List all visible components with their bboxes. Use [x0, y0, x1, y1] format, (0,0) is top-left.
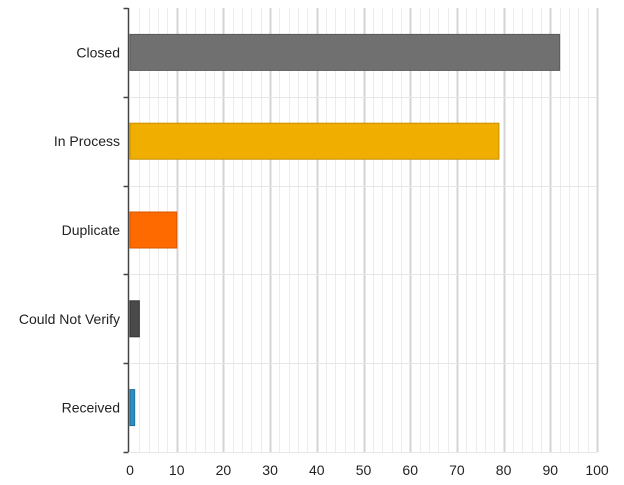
category-label: Received [62, 400, 120, 416]
x-tick-label: 90 [543, 462, 559, 478]
bar-duplicate [129, 211, 178, 249]
x-tick-label: 70 [449, 462, 465, 478]
category-label: Closed [76, 44, 120, 60]
x-tick-labels: 0 10 20 30 40 50 60 70 80 90 100 [126, 462, 609, 478]
bar-received [129, 389, 136, 427]
bar-closed [129, 33, 561, 71]
category-label: Duplicate [62, 222, 121, 238]
bar-could-not-verify [129, 300, 140, 338]
x-tick-label: 0 [126, 462, 134, 478]
x-tick-label: 20 [216, 462, 232, 478]
category-label: Could Not Verify [19, 311, 120, 327]
x-tick-label: 50 [356, 462, 372, 478]
x-tick-label: 60 [402, 462, 418, 478]
x-tick-label: 10 [169, 462, 185, 478]
bars [129, 33, 561, 427]
bar-in-process [129, 122, 500, 160]
category-label: In Process [54, 133, 120, 149]
x-tick-label: 40 [309, 462, 325, 478]
category-labels: Closed In Process Duplicate Could Not Verif… [19, 44, 120, 415]
grid-lines [130, 8, 599, 453]
x-tick-label: 100 [585, 462, 609, 478]
x-tick-label: 80 [496, 462, 512, 478]
x-tick-label: 30 [262, 462, 278, 478]
axes [123, 7, 130, 454]
